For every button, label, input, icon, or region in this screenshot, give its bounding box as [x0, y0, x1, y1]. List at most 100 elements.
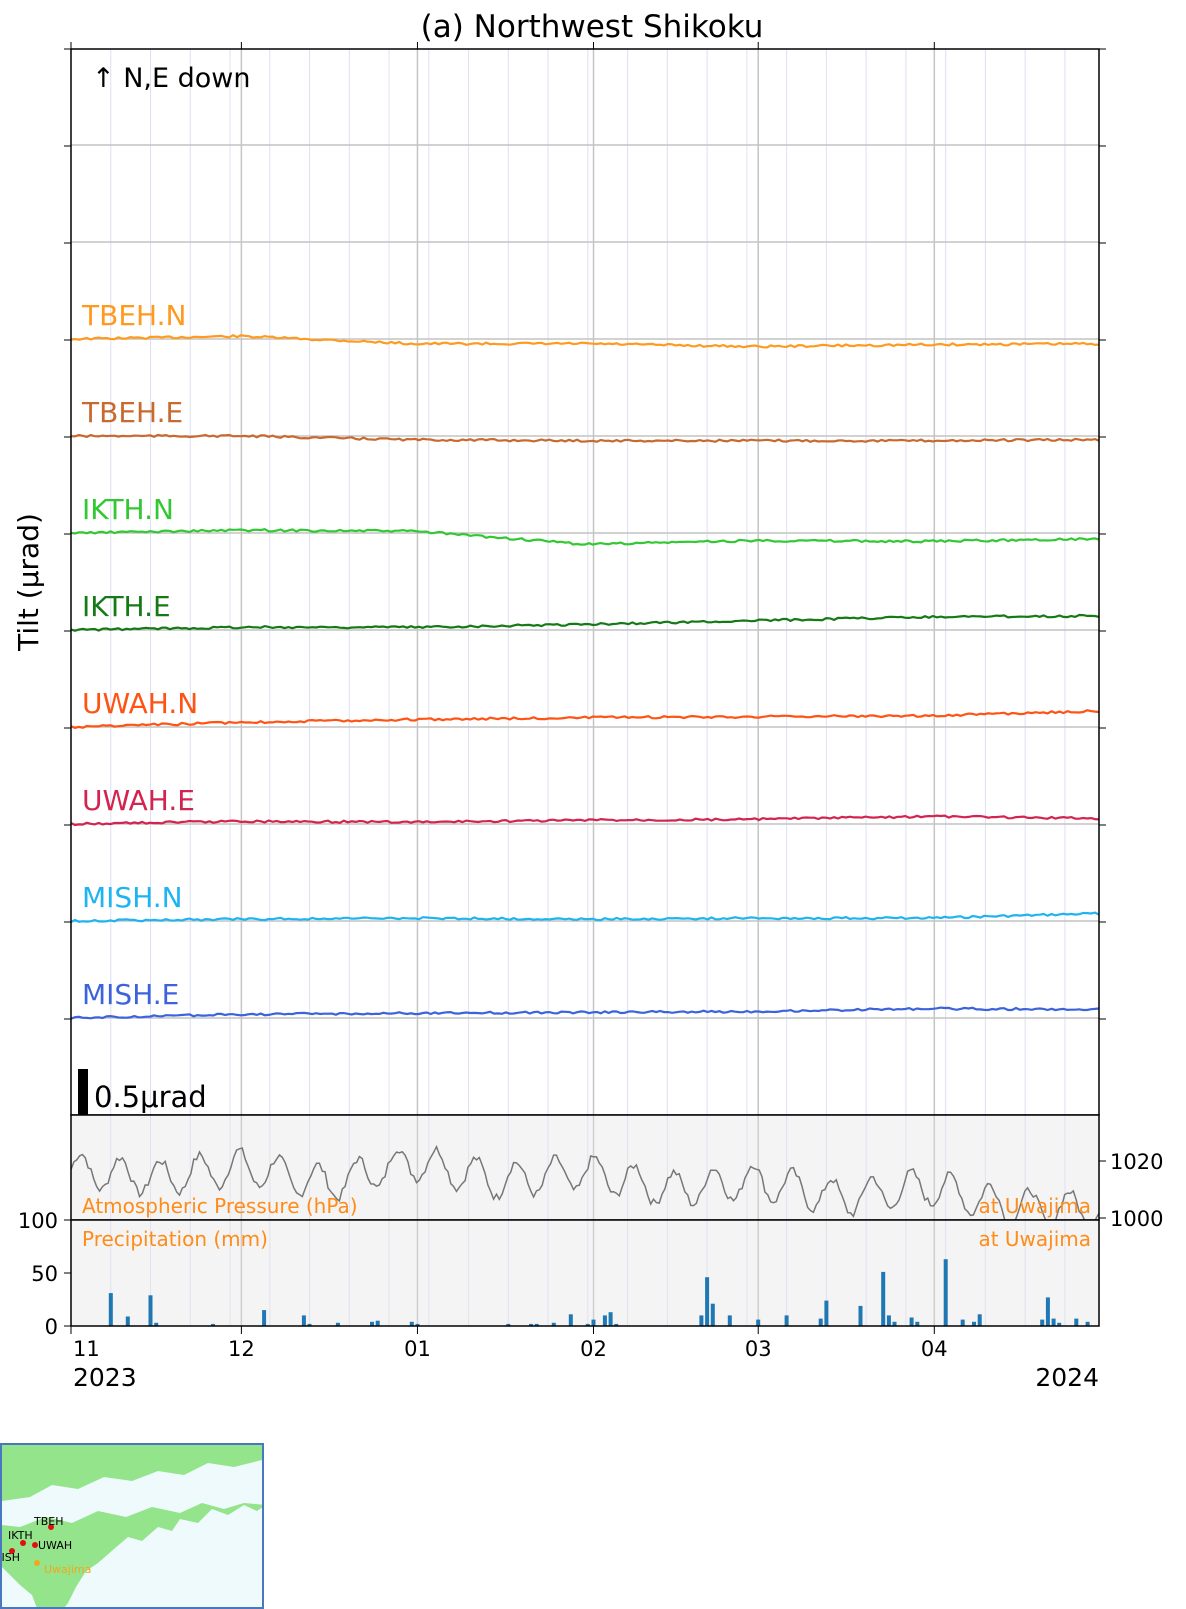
- pressure-line: [70, 1144, 1100, 1231]
- series-line-uwah-e: [70, 814, 1100, 827]
- pressure-location: at Uwajima: [978, 1194, 1091, 1218]
- map-graphic: TBEH IKTH UWAH MISH Uwajima: [2, 1445, 262, 1607]
- precip-bar: [1040, 1319, 1045, 1326]
- precip-bar: [614, 1323, 619, 1326]
- precip-bar: [960, 1319, 965, 1326]
- series-line-mish-e: [70, 1006, 1100, 1020]
- series-line-uwah-n: [70, 709, 1100, 729]
- precip-bar: [699, 1315, 704, 1326]
- precip-bar: [375, 1320, 380, 1326]
- tilt-series: TBEH.N TBEH.E IKTH.N IKTH.E UWAH.N UWAH.E MISH…: [70, 299, 1100, 1020]
- orientation-annotation: ↑ N,E down: [92, 63, 250, 94]
- precip-panel-bg: [71, 1220, 1099, 1326]
- chart-title: (a) Northwest Shikoku: [421, 9, 764, 45]
- precip-bar: [370, 1321, 374, 1326]
- map-label-uwajima: Uwajima: [44, 1563, 91, 1576]
- precip-bar: [943, 1259, 948, 1326]
- precip-tick-label-100: 100: [18, 1209, 58, 1233]
- series-line-ikth-e: [70, 613, 1100, 632]
- x-axis-ticks: 11 12 01 02 03 04: [70, 1326, 948, 1361]
- x-year-label-start: 2023: [73, 1363, 137, 1392]
- precip-y-ticks: [64, 1219, 71, 1327]
- uwajima-marker: [34, 1560, 40, 1566]
- pressure-tick-label-1020: 1020: [1110, 1150, 1163, 1174]
- precip-bar: [727, 1315, 732, 1326]
- precip-label: Precipitation (mm): [82, 1227, 268, 1251]
- precip-bar: [262, 1310, 267, 1326]
- precip-bar: [307, 1323, 312, 1326]
- precip-bar: [301, 1315, 306, 1326]
- precip-bar: [1085, 1321, 1090, 1326]
- precip-bar: [977, 1314, 982, 1326]
- series-line-ikth-n: [70, 528, 1100, 546]
- x-tick-label: 03: [745, 1337, 772, 1361]
- station-marker-uwah: [32, 1542, 38, 1548]
- map-label-tbeh: TBEH: [33, 1515, 64, 1528]
- land-honshu: [2, 1445, 262, 1501]
- series-label-uwah-n: UWAH.N: [82, 687, 198, 720]
- precip-bar: [892, 1321, 897, 1326]
- precip-bar: [409, 1321, 414, 1326]
- map-label-mish: MISH: [2, 1551, 20, 1564]
- precip-bars: [108, 1259, 1090, 1326]
- precip-bar: [415, 1323, 420, 1326]
- inland-sea: [2, 1460, 262, 1527]
- series-label-ikth-n: IKTH.N: [82, 493, 174, 526]
- precip-bar: [784, 1315, 789, 1326]
- precip-bar: [125, 1316, 130, 1326]
- precip-tick-label-50: 50: [31, 1262, 58, 1286]
- precip-bar: [154, 1322, 159, 1326]
- x-year-label-end: 2024: [1035, 1363, 1099, 1392]
- pressure-panel-bg: [71, 1115, 1099, 1220]
- series-line-mish-n: [70, 911, 1100, 923]
- precip-bar: [602, 1315, 607, 1326]
- precip-bar: [756, 1319, 761, 1326]
- series-label-uwah-e: UWAH.E: [82, 784, 195, 817]
- precip-bar: [108, 1293, 113, 1326]
- series-label-ikth-e: IKTH.E: [82, 590, 171, 623]
- precip-bar: [881, 1271, 886, 1326]
- station-marker-tbeh: [48, 1524, 54, 1530]
- y-axis-label: Tilt (μrad): [12, 513, 45, 652]
- precip-bar: [148, 1295, 153, 1326]
- station-map: TBEH IKTH UWAH MISH Uwajima: [0, 1443, 264, 1609]
- x-tick-label: 01: [404, 1337, 431, 1361]
- station-marker-mish: [9, 1548, 15, 1554]
- precip-bar: [1074, 1318, 1079, 1326]
- series-label-tbeh-e: TBEH.E: [81, 396, 183, 429]
- precip-bar: [1045, 1297, 1050, 1326]
- precip-bar: [568, 1314, 573, 1326]
- tilt-figure: TBEH.N TBEH.E IKTH.N IKTH.E UWAH.N UWAH.E MISH…: [12, 9, 1163, 1392]
- precip-bar: [585, 1323, 590, 1326]
- precip-gridlines: [70, 1220, 1066, 1326]
- precip-bar: [551, 1322, 556, 1326]
- precip-bar: [1051, 1318, 1056, 1326]
- precip-location: at Uwajima: [978, 1227, 1091, 1251]
- pressure-label: Atmospheric Pressure (hPa): [82, 1194, 358, 1218]
- precip-bar: [909, 1317, 914, 1326]
- precip-bar: [705, 1277, 710, 1326]
- precip-bar: [886, 1315, 891, 1326]
- precip-bar: [915, 1321, 920, 1326]
- map-label-ikth: IKTH: [8, 1529, 33, 1542]
- x-tick-label: 12: [228, 1337, 255, 1361]
- scale-bar: [78, 1069, 88, 1116]
- precip-bar: [529, 1323, 533, 1326]
- precip-tick-label-0: 0: [45, 1315, 58, 1339]
- precip-bar: [591, 1319, 596, 1326]
- precip-bar: [1057, 1322, 1062, 1326]
- series-label-mish-e: MISH.E: [82, 978, 179, 1011]
- tilt-y-ticks: [64, 48, 1106, 1020]
- precip-bar: [534, 1323, 539, 1326]
- map-label-uwah: UWAH: [38, 1539, 72, 1552]
- series-line-tbeh-n: [70, 333, 1100, 349]
- station-marker-ikth: [20, 1540, 26, 1546]
- series-label-mish-n: MISH.N: [82, 881, 183, 914]
- x-tick-label: 11: [73, 1337, 100, 1361]
- precip-bar: [335, 1322, 340, 1326]
- precip-bar: [506, 1323, 511, 1326]
- precip-bar: [818, 1318, 823, 1326]
- tilt-x-ticks-top: [70, 42, 935, 49]
- series-label-tbeh-n: TBEH.N: [81, 299, 186, 332]
- precip-bar: [972, 1321, 976, 1326]
